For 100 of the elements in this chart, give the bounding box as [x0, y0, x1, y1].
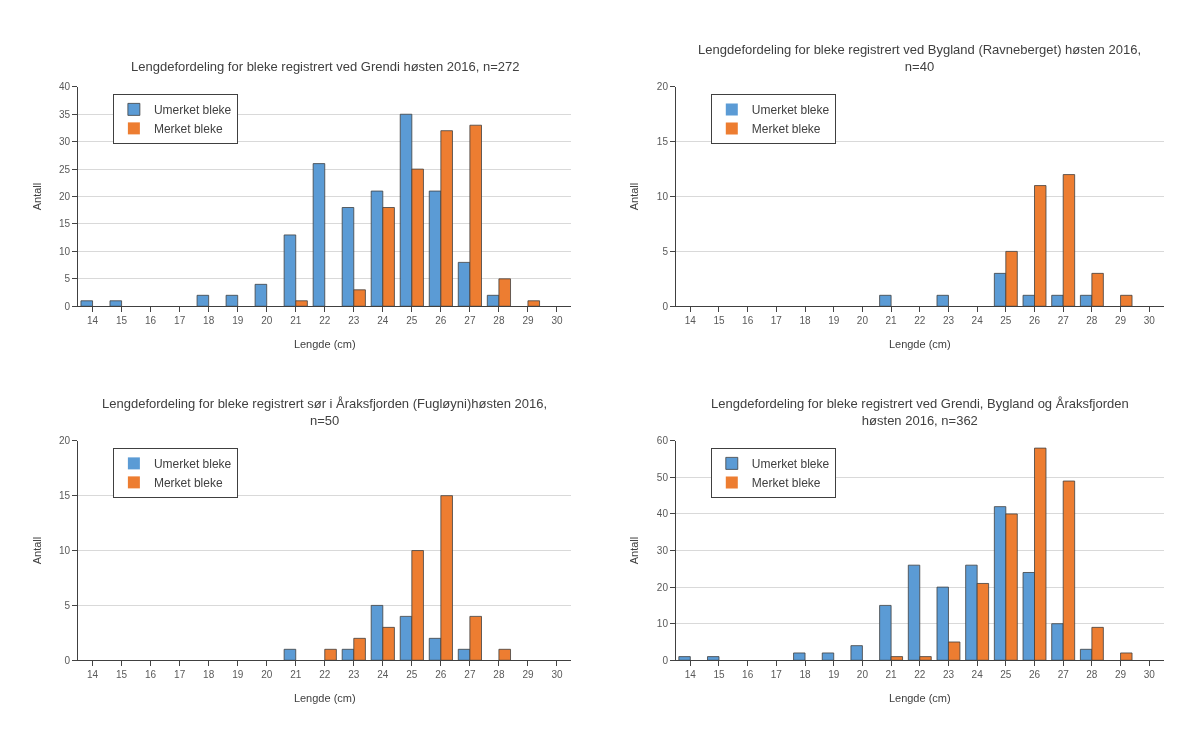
y-tick-label: 15 — [656, 136, 669, 148]
y-tick-label: 20 — [58, 435, 71, 447]
x-tick-label: 21 — [290, 315, 302, 327]
x-tick-label: 21 — [290, 669, 302, 681]
x-tick-label: 17 — [770, 669, 783, 681]
x-tick-label: 21 — [885, 669, 898, 681]
y-tick-label: 0 — [64, 654, 71, 666]
x-tick-label: 17 — [770, 315, 783, 327]
x-tick-label: 26 — [435, 669, 447, 681]
legend-label: Umerket bleke — [153, 457, 232, 472]
x-tick-label: 28 — [1086, 669, 1098, 681]
x-tick-label: 26 — [1028, 669, 1041, 681]
x-tick-label: 27 — [464, 669, 476, 681]
x-tick-label: 27 — [1057, 669, 1070, 681]
x-tick-label: 30 — [551, 315, 563, 327]
chart-title: Lengdefordeling for bleke registrert ved Grendi, Bygland og Åraksfjorden høsten 2016, n=362 — [711, 396, 1129, 428]
y-tick-label: 30 — [656, 545, 669, 557]
x-tick-label: 14 — [87, 315, 99, 327]
x-tick-label: 24 — [377, 669, 389, 681]
legend-label: Merket bleke — [751, 476, 821, 491]
x-tick-label: 29 — [1114, 315, 1127, 327]
y-axis-title: Antall — [628, 536, 641, 565]
x-tick-label: 16 — [742, 315, 754, 327]
x-tick-label: 24 — [377, 315, 389, 327]
x-tick-label: 19 — [828, 669, 840, 681]
x-tick-label: 19 — [232, 669, 244, 681]
x-tick-label: 23 — [348, 669, 360, 681]
y-tick-label: 0 — [662, 654, 669, 666]
x-tick-label: 22 — [914, 669, 926, 681]
y-axis-title: Antall — [30, 182, 43, 211]
x-tick-label: 21 — [885, 315, 898, 327]
x-tick-label: 18 — [203, 669, 215, 681]
x-tick-label: 14 — [87, 669, 99, 681]
x-tick-label: 16 — [742, 669, 754, 681]
x-tick-label: 28 — [493, 669, 505, 681]
x-tick-label: 19 — [828, 315, 840, 327]
x-tick-label: 15 — [116, 669, 128, 681]
legend-label: Umerket bleke — [751, 103, 830, 118]
y-tick-label: 10 — [58, 245, 71, 257]
y-tick-label: 60 — [656, 435, 669, 447]
y-tick-label: 50 — [656, 471, 669, 483]
x-tick-label: 28 — [493, 315, 505, 327]
x-tick-label: 16 — [145, 315, 157, 327]
y-tick-label: 15 — [58, 490, 71, 502]
x-tick-label: 23 — [348, 315, 360, 327]
y-tick-label: 20 — [656, 581, 669, 593]
x-tick-label: 25 — [406, 315, 418, 327]
y-tick-label: 10 — [656, 618, 669, 630]
x-tick-label: 16 — [145, 669, 157, 681]
x-axis-title: Lengde (cm) — [888, 692, 951, 705]
x-tick-label: 29 — [522, 669, 534, 681]
x-tick-label: 18 — [799, 669, 812, 681]
y-axis-title: Antall — [30, 536, 43, 565]
x-tick-label: 30 — [551, 669, 563, 681]
legend-label: Umerket bleke — [751, 457, 830, 472]
y-tick-label: 15 — [58, 218, 71, 230]
x-tick-label: 14 — [684, 315, 697, 327]
legend-label: Merket bleke — [751, 122, 821, 137]
y-tick-label: 30 — [58, 136, 71, 148]
x-tick-label: 24 — [971, 669, 984, 681]
x-tick-label: 29 — [1114, 669, 1127, 681]
x-tick-label: 23 — [942, 669, 955, 681]
y-axis-title: Antall — [628, 182, 641, 211]
y-tick-label: 40 — [656, 508, 669, 520]
x-axis-title: Lengde (cm) — [293, 338, 356, 351]
x-tick-label: 22 — [914, 315, 926, 327]
x-tick-label: 30 — [1143, 669, 1156, 681]
y-tick-label: 0 — [662, 300, 669, 312]
y-tick-label: 5 — [662, 245, 669, 257]
x-tick-label: 24 — [971, 315, 984, 327]
x-tick-label: 22 — [319, 315, 331, 327]
legend-label: Umerket bleke — [153, 103, 232, 118]
x-tick-label: 30 — [1143, 315, 1156, 327]
x-tick-label: 20 — [261, 669, 273, 681]
x-tick-label: 19 — [232, 315, 244, 327]
x-tick-label: 25 — [1000, 669, 1012, 681]
x-axis-title: Lengde (cm) — [293, 692, 356, 705]
x-tick-label: 18 — [799, 315, 812, 327]
x-tick-label: 27 — [464, 315, 476, 327]
y-tick-label: 5 — [64, 599, 71, 611]
x-tick-label: 26 — [1028, 315, 1041, 327]
x-tick-label: 27 — [1057, 315, 1070, 327]
chart-title: Lengdefordeling for bleke registrert sør i Åraksfjorden (Fugløyni)høsten 2016, n=50 — [102, 396, 548, 428]
chart-title: Lengdefordeling for bleke registrert ved Grendi høsten 2016, n=272 — [131, 59, 520, 74]
x-tick-label: 22 — [319, 669, 331, 681]
x-tick-label: 29 — [522, 315, 534, 327]
legend-label: Merket bleke — [153, 476, 223, 491]
y-tick-label: 10 — [656, 191, 669, 203]
x-tick-label: 25 — [1000, 315, 1012, 327]
x-tick-label: 17 — [174, 315, 186, 327]
y-tick-label: 10 — [58, 545, 71, 557]
y-tick-label: 35 — [58, 108, 71, 120]
y-tick-label: 0 — [64, 300, 71, 312]
y-tick-label: 40 — [58, 81, 71, 93]
x-tick-label: 25 — [406, 669, 418, 681]
x-tick-label: 26 — [435, 315, 447, 327]
x-axis-title: Lengde (cm) — [888, 338, 951, 351]
x-tick-label: 18 — [203, 315, 215, 327]
x-tick-label: 20 — [856, 315, 869, 327]
x-tick-label: 15 — [116, 315, 128, 327]
